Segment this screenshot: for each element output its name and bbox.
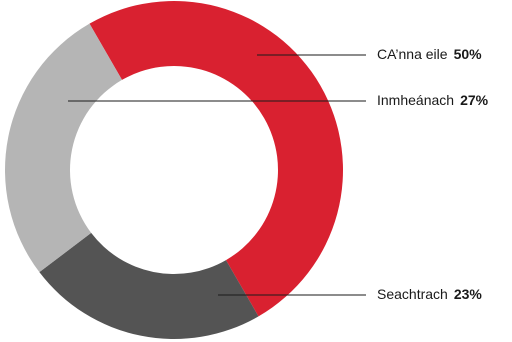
slice-3: [4, 23, 123, 273]
slice-name-2: Seachtrach: [377, 286, 448, 302]
slice-value-1: 50%: [454, 46, 483, 62]
slice-name-3: Inmheánach: [377, 92, 454, 108]
slice-value-2: 23%: [454, 286, 483, 302]
slice-label-1: CA’nna eile 50%: [377, 46, 482, 62]
slice-label-3: Inmheánach 27%: [377, 92, 489, 108]
slice-name-1: CA’nna eile: [377, 46, 448, 62]
slice-2: [39, 232, 259, 340]
slice-label-2: Seachtrach 23%: [377, 286, 482, 302]
slice-value-3: 27%: [460, 92, 489, 108]
slice-1: [89, 1, 343, 317]
